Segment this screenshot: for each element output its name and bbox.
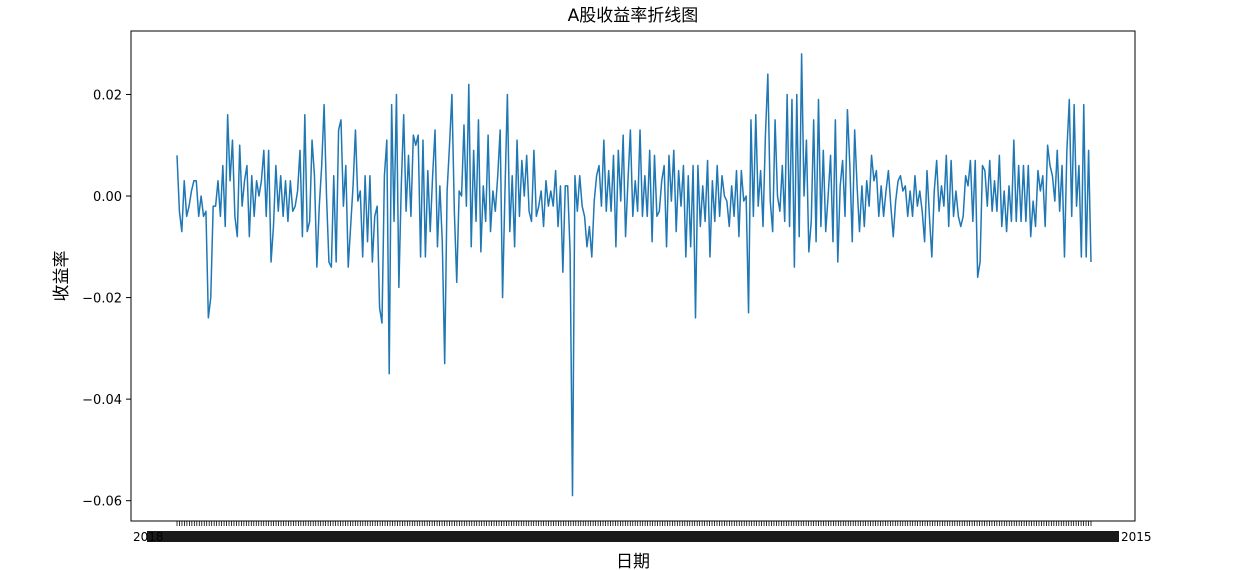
- x-tick-label-last: 2015: [1121, 530, 1152, 544]
- y-tick-label: 0.00: [93, 190, 122, 205]
- plot-area: [130, 30, 1136, 522]
- series-layer: [176, 53, 1092, 497]
- y-tick-label: −0.04: [82, 393, 122, 408]
- x-tick-label-first: 2018: [133, 530, 164, 544]
- chart-title: A股收益率折线图: [568, 6, 699, 26]
- y-tick-label: 0.02: [93, 88, 122, 103]
- y-axis-label: 收益率: [52, 251, 72, 302]
- y-tick-label: −0.02: [82, 292, 122, 307]
- y-axis: −0.06 −0.04 −0.02 0.00 0.02: [82, 88, 131, 510]
- return-series-line: [176, 53, 1092, 497]
- x-axis: 2018 2015: [133, 521, 1152, 544]
- x-axis-label: 日期: [616, 552, 650, 570]
- y-tick-label: −0.06: [82, 495, 122, 510]
- x-tick-labels-overlap: [147, 531, 1119, 542]
